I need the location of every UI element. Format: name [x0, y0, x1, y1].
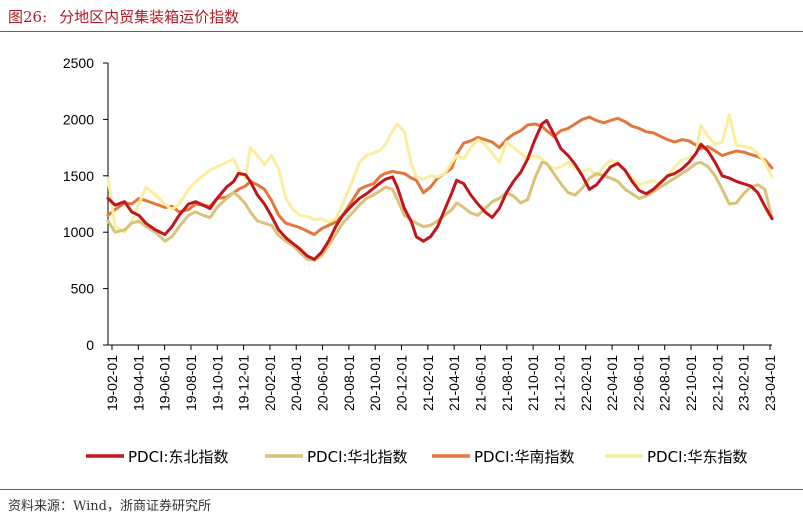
- x-tick-label: 21-12-01: [551, 355, 567, 411]
- legend-label-3: PDCI:华东指数: [647, 448, 748, 466]
- x-tick-label: 20-04-01: [288, 355, 304, 411]
- x-tick-label: 21-02-01: [420, 355, 436, 411]
- x-tick-label: 19-02-01: [104, 355, 120, 411]
- x-tick-label: 22-10-01: [683, 355, 699, 411]
- x-tick-label: 20-02-01: [262, 355, 278, 411]
- y-tick-label: 2000: [63, 111, 94, 127]
- x-tick-label: 20-12-01: [394, 355, 410, 411]
- x-tick-label: 19-08-01: [183, 355, 199, 411]
- x-tick-label: 21-04-01: [446, 355, 462, 411]
- x-tick-label: 22-12-01: [709, 355, 725, 411]
- x-tick-label: 19-12-01: [236, 355, 252, 411]
- figure-title-text: 分地区内贸集装箱运价指数: [59, 8, 240, 26]
- x-tick-label: 22-08-01: [657, 355, 673, 411]
- line-chart: 0 500 1000 1500 2000 2500 19-02-01 19-04-01 19-0…: [63, 55, 778, 466]
- chart-series-lines: [106, 113, 774, 262]
- y-tick-label: 500: [71, 281, 95, 297]
- y-tick-label: 1500: [63, 168, 94, 184]
- x-tick-label: 19-06-01: [157, 355, 173, 411]
- legend-label-1: PDCI:华北指数: [307, 448, 408, 466]
- x-tick-label: 23-04-01: [762, 355, 778, 411]
- x-tick-label: 20-08-01: [341, 355, 357, 411]
- top-rule: [0, 31, 803, 32]
- x-tick-label: 21-10-01: [525, 355, 541, 411]
- x-tick-label: 20-10-01: [367, 355, 383, 411]
- bottom-rule: [0, 489, 803, 490]
- figure-title: 图26: 分地区内贸集装箱运价指数: [8, 6, 239, 27]
- figure-number: 图26:: [8, 8, 48, 26]
- y-tick-label: 1000: [63, 224, 94, 240]
- x-tick-label: 23-02-01: [736, 355, 752, 411]
- series-line-1: [106, 160, 774, 262]
- series-line-0: [106, 119, 774, 261]
- x-tick-label: 19-04-01: [130, 355, 146, 411]
- chart-legend: PDCI:东北指数 PDCI:华北指数 PDCI:华南指数 PDCI:华东指数: [86, 448, 748, 466]
- x-tick-label: 20-06-01: [315, 355, 331, 411]
- y-tick-label: 0: [86, 337, 94, 353]
- source-note: 资料来源：Wind，浙商证券研究所: [8, 499, 211, 514]
- chart-axes: 0 500 1000 1500 2000 2500 19-02-01 19-04-01 19-0…: [63, 55, 778, 411]
- x-tick-label: 22-06-01: [630, 355, 646, 411]
- x-tick-label: 21-08-01: [499, 355, 515, 411]
- x-tick-label: 19-10-01: [209, 355, 225, 411]
- x-tick-label: 22-02-01: [578, 355, 594, 411]
- x-tick-label: 21-06-01: [472, 355, 488, 411]
- legend-label-0: PDCI:东北指数: [128, 448, 229, 466]
- legend-label-2: PDCI:华南指数: [474, 448, 575, 466]
- x-tick-label: 22-04-01: [604, 355, 620, 411]
- y-tick-label: 2500: [63, 55, 94, 71]
